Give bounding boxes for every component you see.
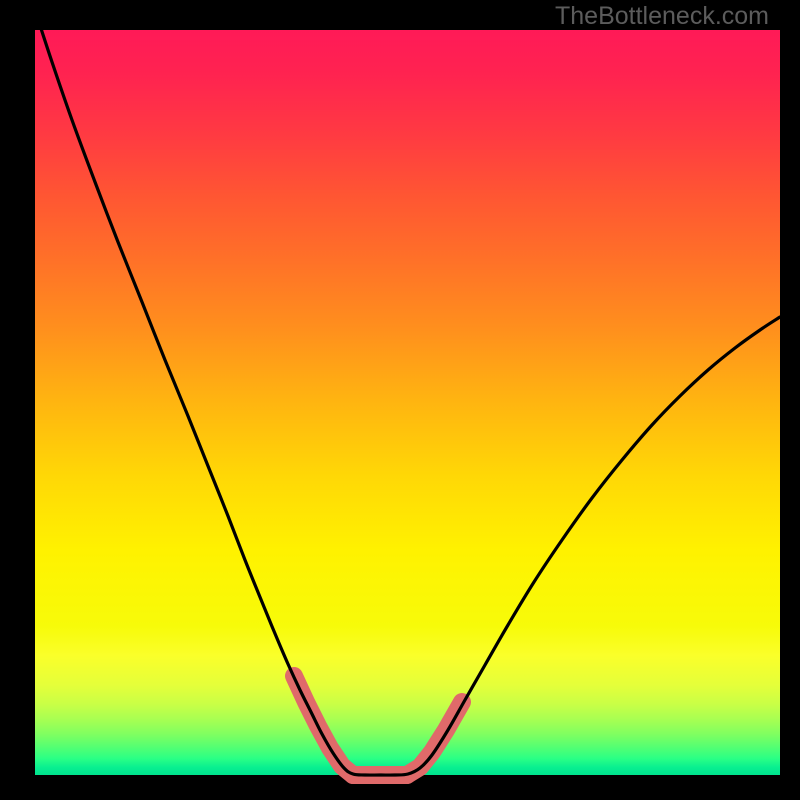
gradient-background [35,30,780,775]
watermark-text: TheBottleneck.com [555,2,769,31]
stage: TheBottleneck.com [0,0,800,800]
bottleneck-chart [0,0,800,800]
